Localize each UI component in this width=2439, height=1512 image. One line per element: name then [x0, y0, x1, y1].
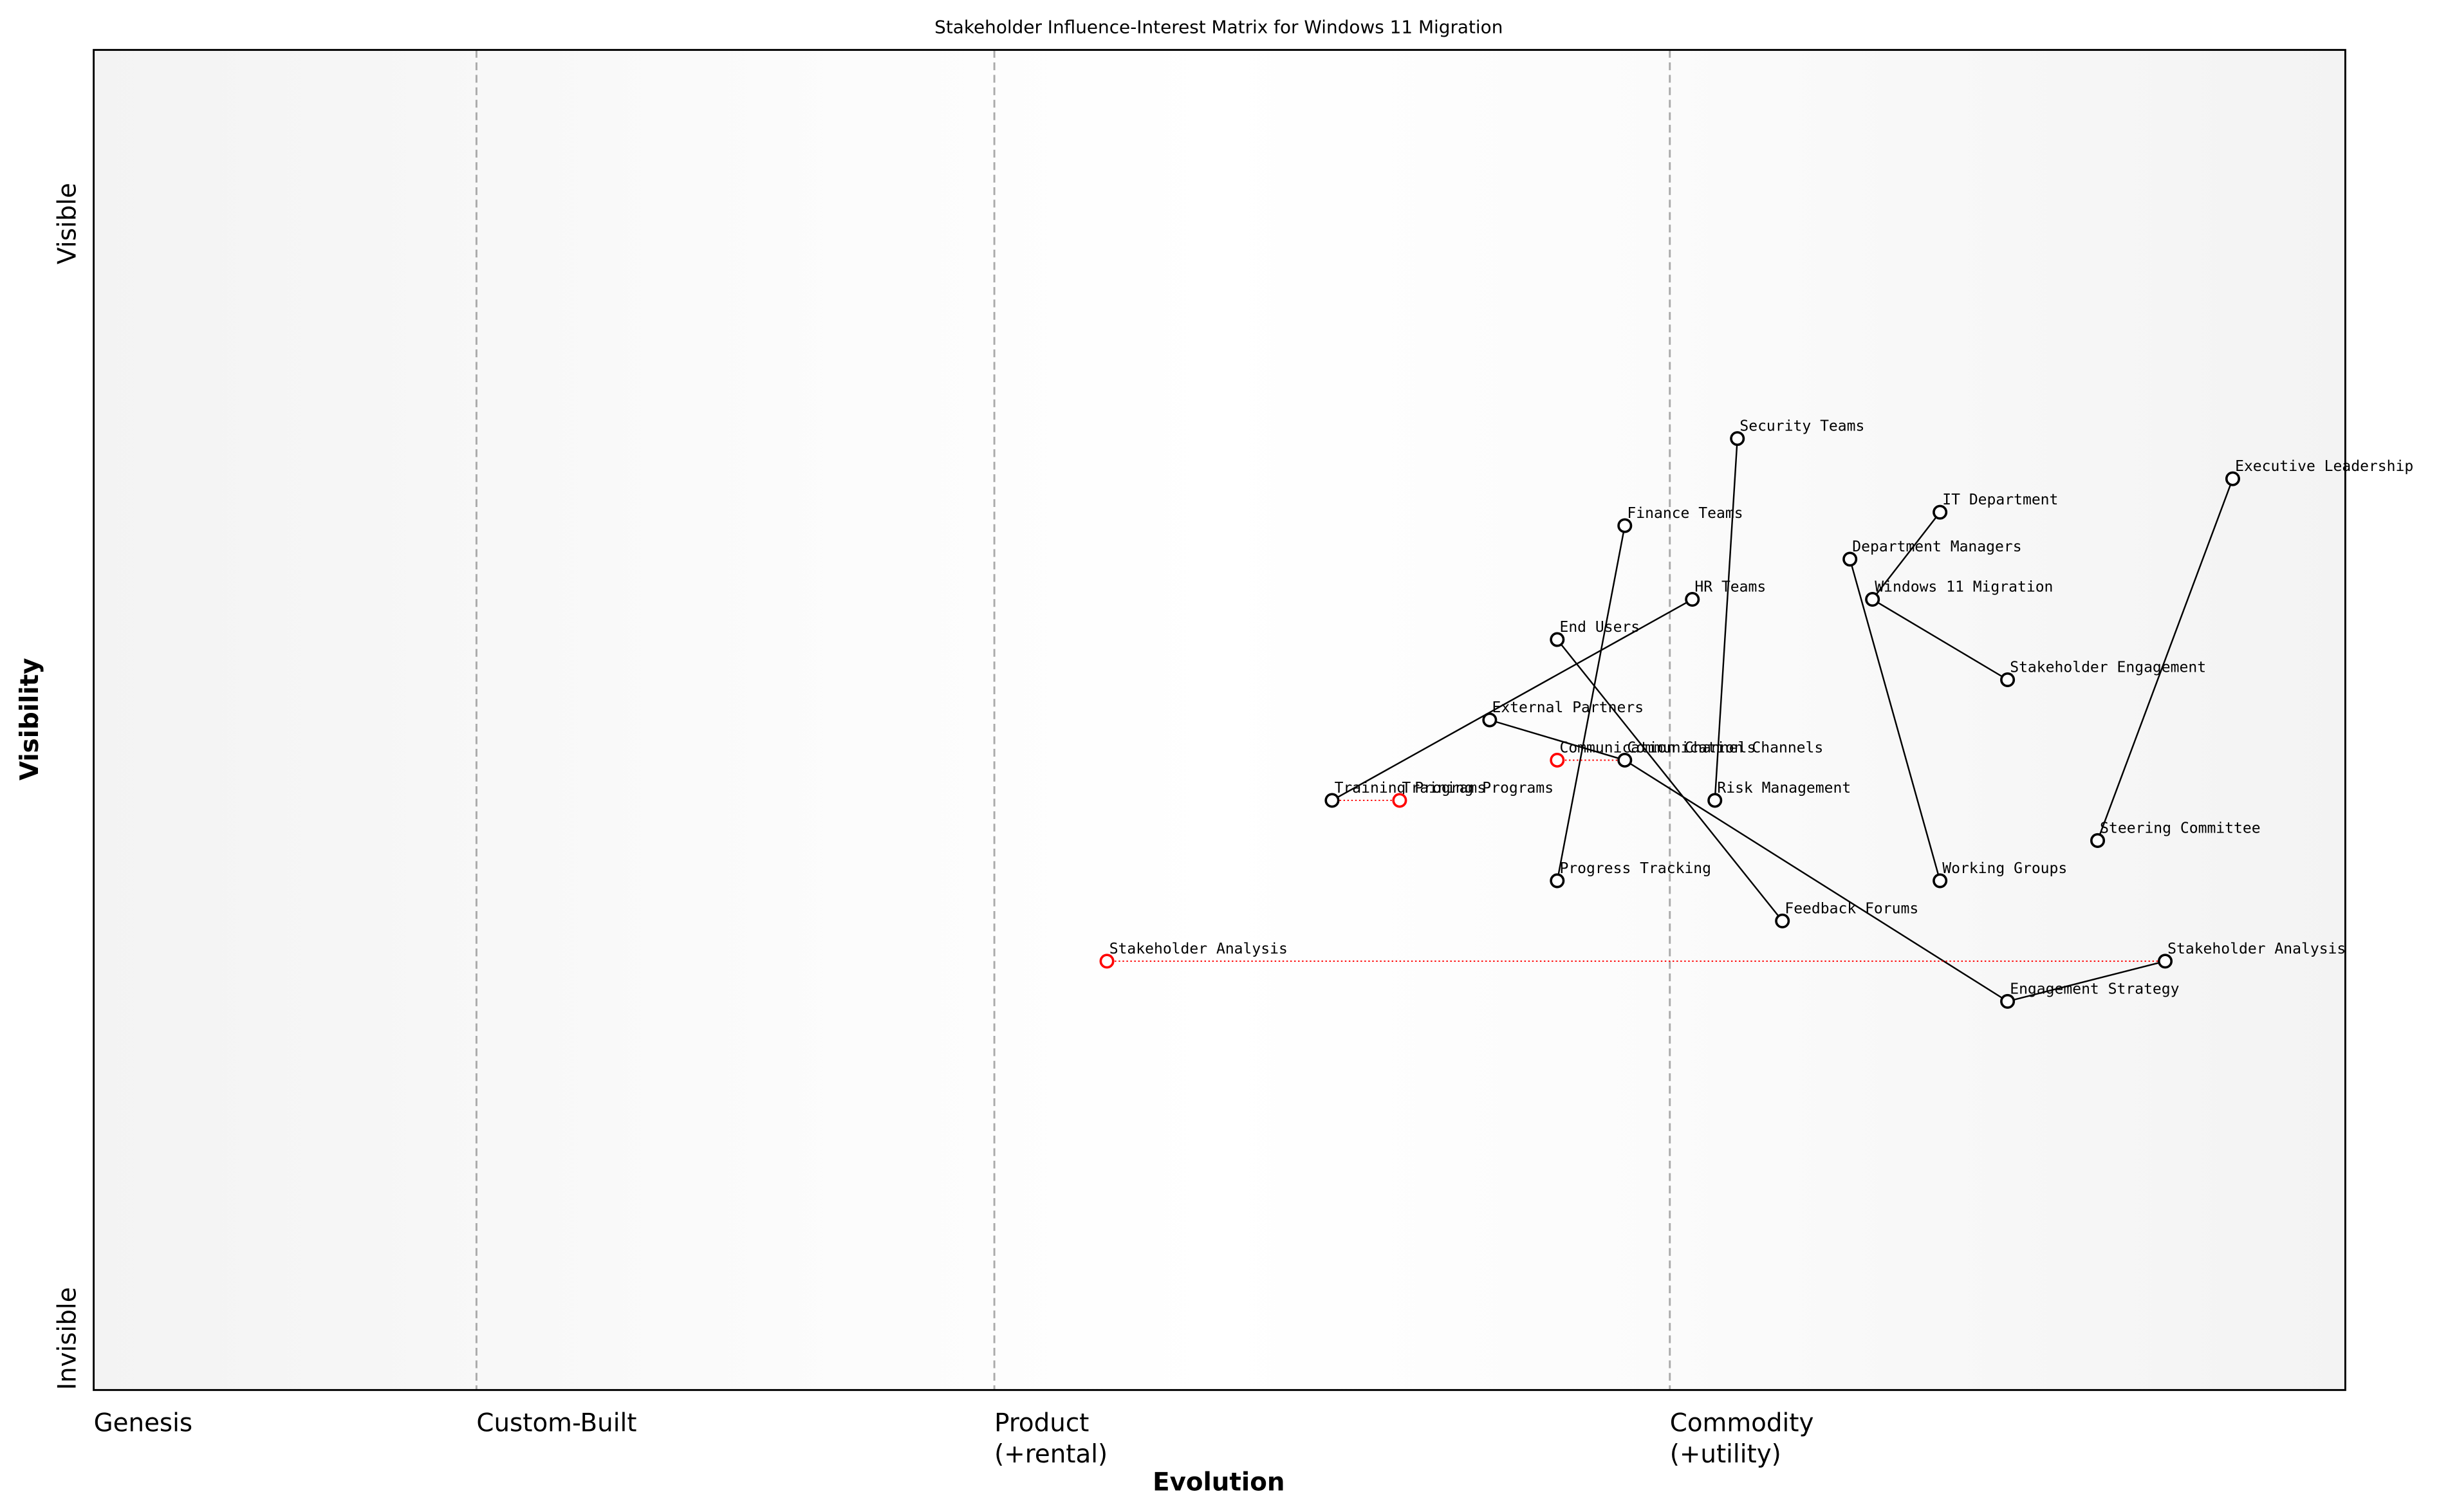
y-tick-label: Visible: [53, 183, 82, 264]
node: [1550, 632, 1565, 647]
evolution-node: [1099, 954, 1115, 969]
node: [2000, 672, 2016, 688]
node-label: Training Programs: [1335, 780, 1487, 797]
node: [1933, 504, 1948, 520]
link: [2007, 960, 2165, 1002]
node: [2000, 993, 2016, 1009]
node-label: Progress Tracking: [1559, 860, 1711, 877]
evolution-node: [1550, 752, 1565, 768]
evolution-node: [1392, 793, 1407, 808]
node-label: Steering Committee: [2100, 820, 2260, 836]
node-label: HR Teams: [1694, 578, 1766, 595]
node: [2225, 471, 2240, 486]
x-axis-label: Evolution: [1153, 1468, 1284, 1497]
link: [1871, 512, 1941, 600]
node-label: Windows 11 Migration: [1875, 578, 2053, 595]
x-tick-label: Product (+rental): [994, 1408, 1108, 1468]
node: [1842, 551, 1858, 567]
link: [1714, 438, 1738, 801]
node: [1685, 592, 1700, 607]
node: [2090, 833, 2106, 848]
node-label: End Users: [1559, 619, 1640, 636]
evolution-label: Training Programs: [1402, 780, 1554, 797]
link: [1872, 598, 2008, 681]
evolution-label: Stakeholder Analysis: [1109, 941, 1288, 957]
node-label: Engagement Strategy: [2010, 981, 2179, 997]
link: [1556, 639, 1783, 922]
node: [1324, 793, 1340, 808]
x-tick-label: Custom-Built: [476, 1408, 636, 1437]
node-label: Department Managers: [1852, 539, 2021, 555]
x-tick-label: Commodity (+utility): [1670, 1408, 1814, 1468]
link: [2097, 478, 2234, 841]
node: [1730, 431, 1745, 447]
evolution-label: Communication Channels: [1559, 739, 1756, 756]
node-label: Security Teams: [1739, 418, 1864, 434]
node: [1865, 592, 1880, 607]
node: [1482, 712, 1498, 728]
link: [1331, 598, 1693, 802]
link: [1849, 558, 1941, 881]
node-label: Feedback Forums: [1785, 900, 1918, 917]
plot-background: [93, 50, 2346, 1390]
node: [1550, 873, 1565, 889]
node: [2157, 954, 2173, 969]
x-tick-label: Genesis: [94, 1408, 193, 1437]
node-label: IT Department: [1942, 492, 2058, 508]
node-label: Finance Teams: [1627, 505, 1743, 522]
node: [1707, 793, 1723, 808]
node: [1617, 752, 1633, 768]
link: [1556, 525, 1626, 881]
node: [1617, 518, 1633, 533]
y-tick-label: Invisible: [53, 1287, 82, 1390]
node-label: Executive Leadership: [2235, 458, 2413, 475]
chart-title: Stakeholder Influence-Interest Matrix fo…: [934, 17, 1503, 38]
plot: Security Teams Executive Leadership IT Dep…: [475, 50, 2413, 1390]
y-axis-label: Visibility: [15, 658, 44, 780]
node: [1775, 913, 1790, 928]
link: [1489, 719, 1626, 761]
node-label: Risk Management: [1717, 780, 1851, 797]
node-label: Communication Channels: [1627, 739, 1823, 756]
node-label: Stakeholder Analysis: [2167, 941, 2346, 957]
node-label: External Partners: [1492, 699, 1644, 716]
link: [1624, 759, 2008, 1002]
node-label: Working Groups: [1942, 860, 2067, 877]
plot-frame: [93, 49, 2346, 1391]
node: [1933, 873, 1948, 889]
node-label: Stakeholder Engagement: [2010, 659, 2206, 676]
